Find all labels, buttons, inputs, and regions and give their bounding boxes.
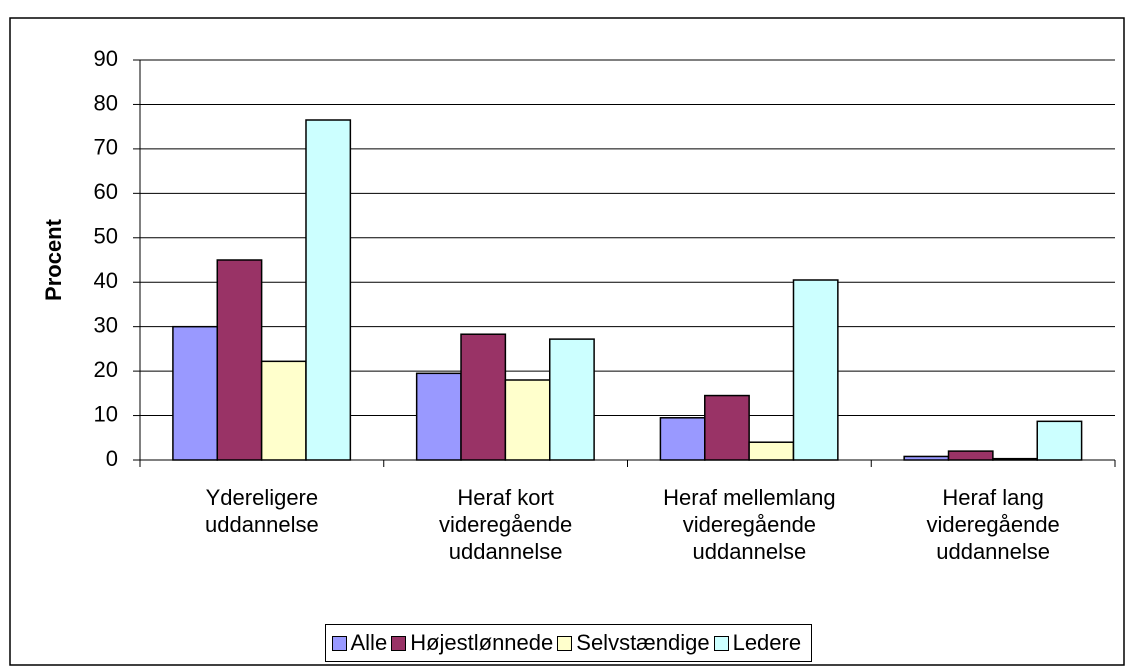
x-tick-label: Heraf kort videregående uddannelse xyxy=(438,485,573,564)
bar xyxy=(216,259,263,461)
legend-swatch xyxy=(391,635,407,651)
x-tick-label: Heraf mellemlang videregående uddannelse xyxy=(663,485,836,564)
y-tick-label: 20 xyxy=(94,357,118,382)
y-tick-label: 50 xyxy=(94,224,118,249)
legend-item: Selvstændige xyxy=(557,630,710,656)
x-tick-label: Heraf lang videregående uddannelse xyxy=(926,485,1060,564)
legend-swatch xyxy=(331,635,347,651)
y-tick-label: 80 xyxy=(94,90,118,115)
legend-item: Ledere xyxy=(713,630,802,656)
legend-label: Ledere xyxy=(732,630,802,655)
bar xyxy=(460,333,507,461)
bar xyxy=(260,360,307,461)
bar xyxy=(748,441,795,461)
bar xyxy=(704,394,750,461)
y-axis-label: Procent xyxy=(41,218,66,301)
legend-label: Højestlønnede xyxy=(410,630,554,655)
y-tick-label: 10 xyxy=(94,401,118,426)
bar xyxy=(903,455,950,461)
bar xyxy=(305,119,352,461)
bar xyxy=(792,279,839,461)
y-tick-label: 0 xyxy=(106,446,118,471)
bar xyxy=(504,379,551,461)
y-tick-label: 60 xyxy=(94,179,118,204)
chart-frame xyxy=(9,17,1125,666)
bar xyxy=(659,417,706,461)
legend: Alle Højestlønnede Selvstændige Ledere xyxy=(324,624,813,662)
y-tick-label: 90 xyxy=(94,46,118,71)
bar xyxy=(415,372,462,461)
y-tick-label: 70 xyxy=(94,135,118,160)
y-tick-label: 30 xyxy=(94,312,118,337)
bar xyxy=(992,457,1038,461)
legend-swatch xyxy=(557,635,573,651)
legend-item: Alle xyxy=(331,630,388,656)
x-tick-label: Ydereligere uddannelse xyxy=(204,485,319,537)
legend-label: Alle xyxy=(350,630,388,655)
bar xyxy=(947,450,994,461)
legend-swatch xyxy=(713,635,729,651)
bar xyxy=(172,325,219,461)
bar xyxy=(548,338,595,461)
y-tick-label: 40 xyxy=(94,268,118,293)
bar xyxy=(1036,420,1083,461)
legend-label: Selvstændige xyxy=(576,630,710,655)
legend-item: Højestlønnede xyxy=(391,630,553,656)
